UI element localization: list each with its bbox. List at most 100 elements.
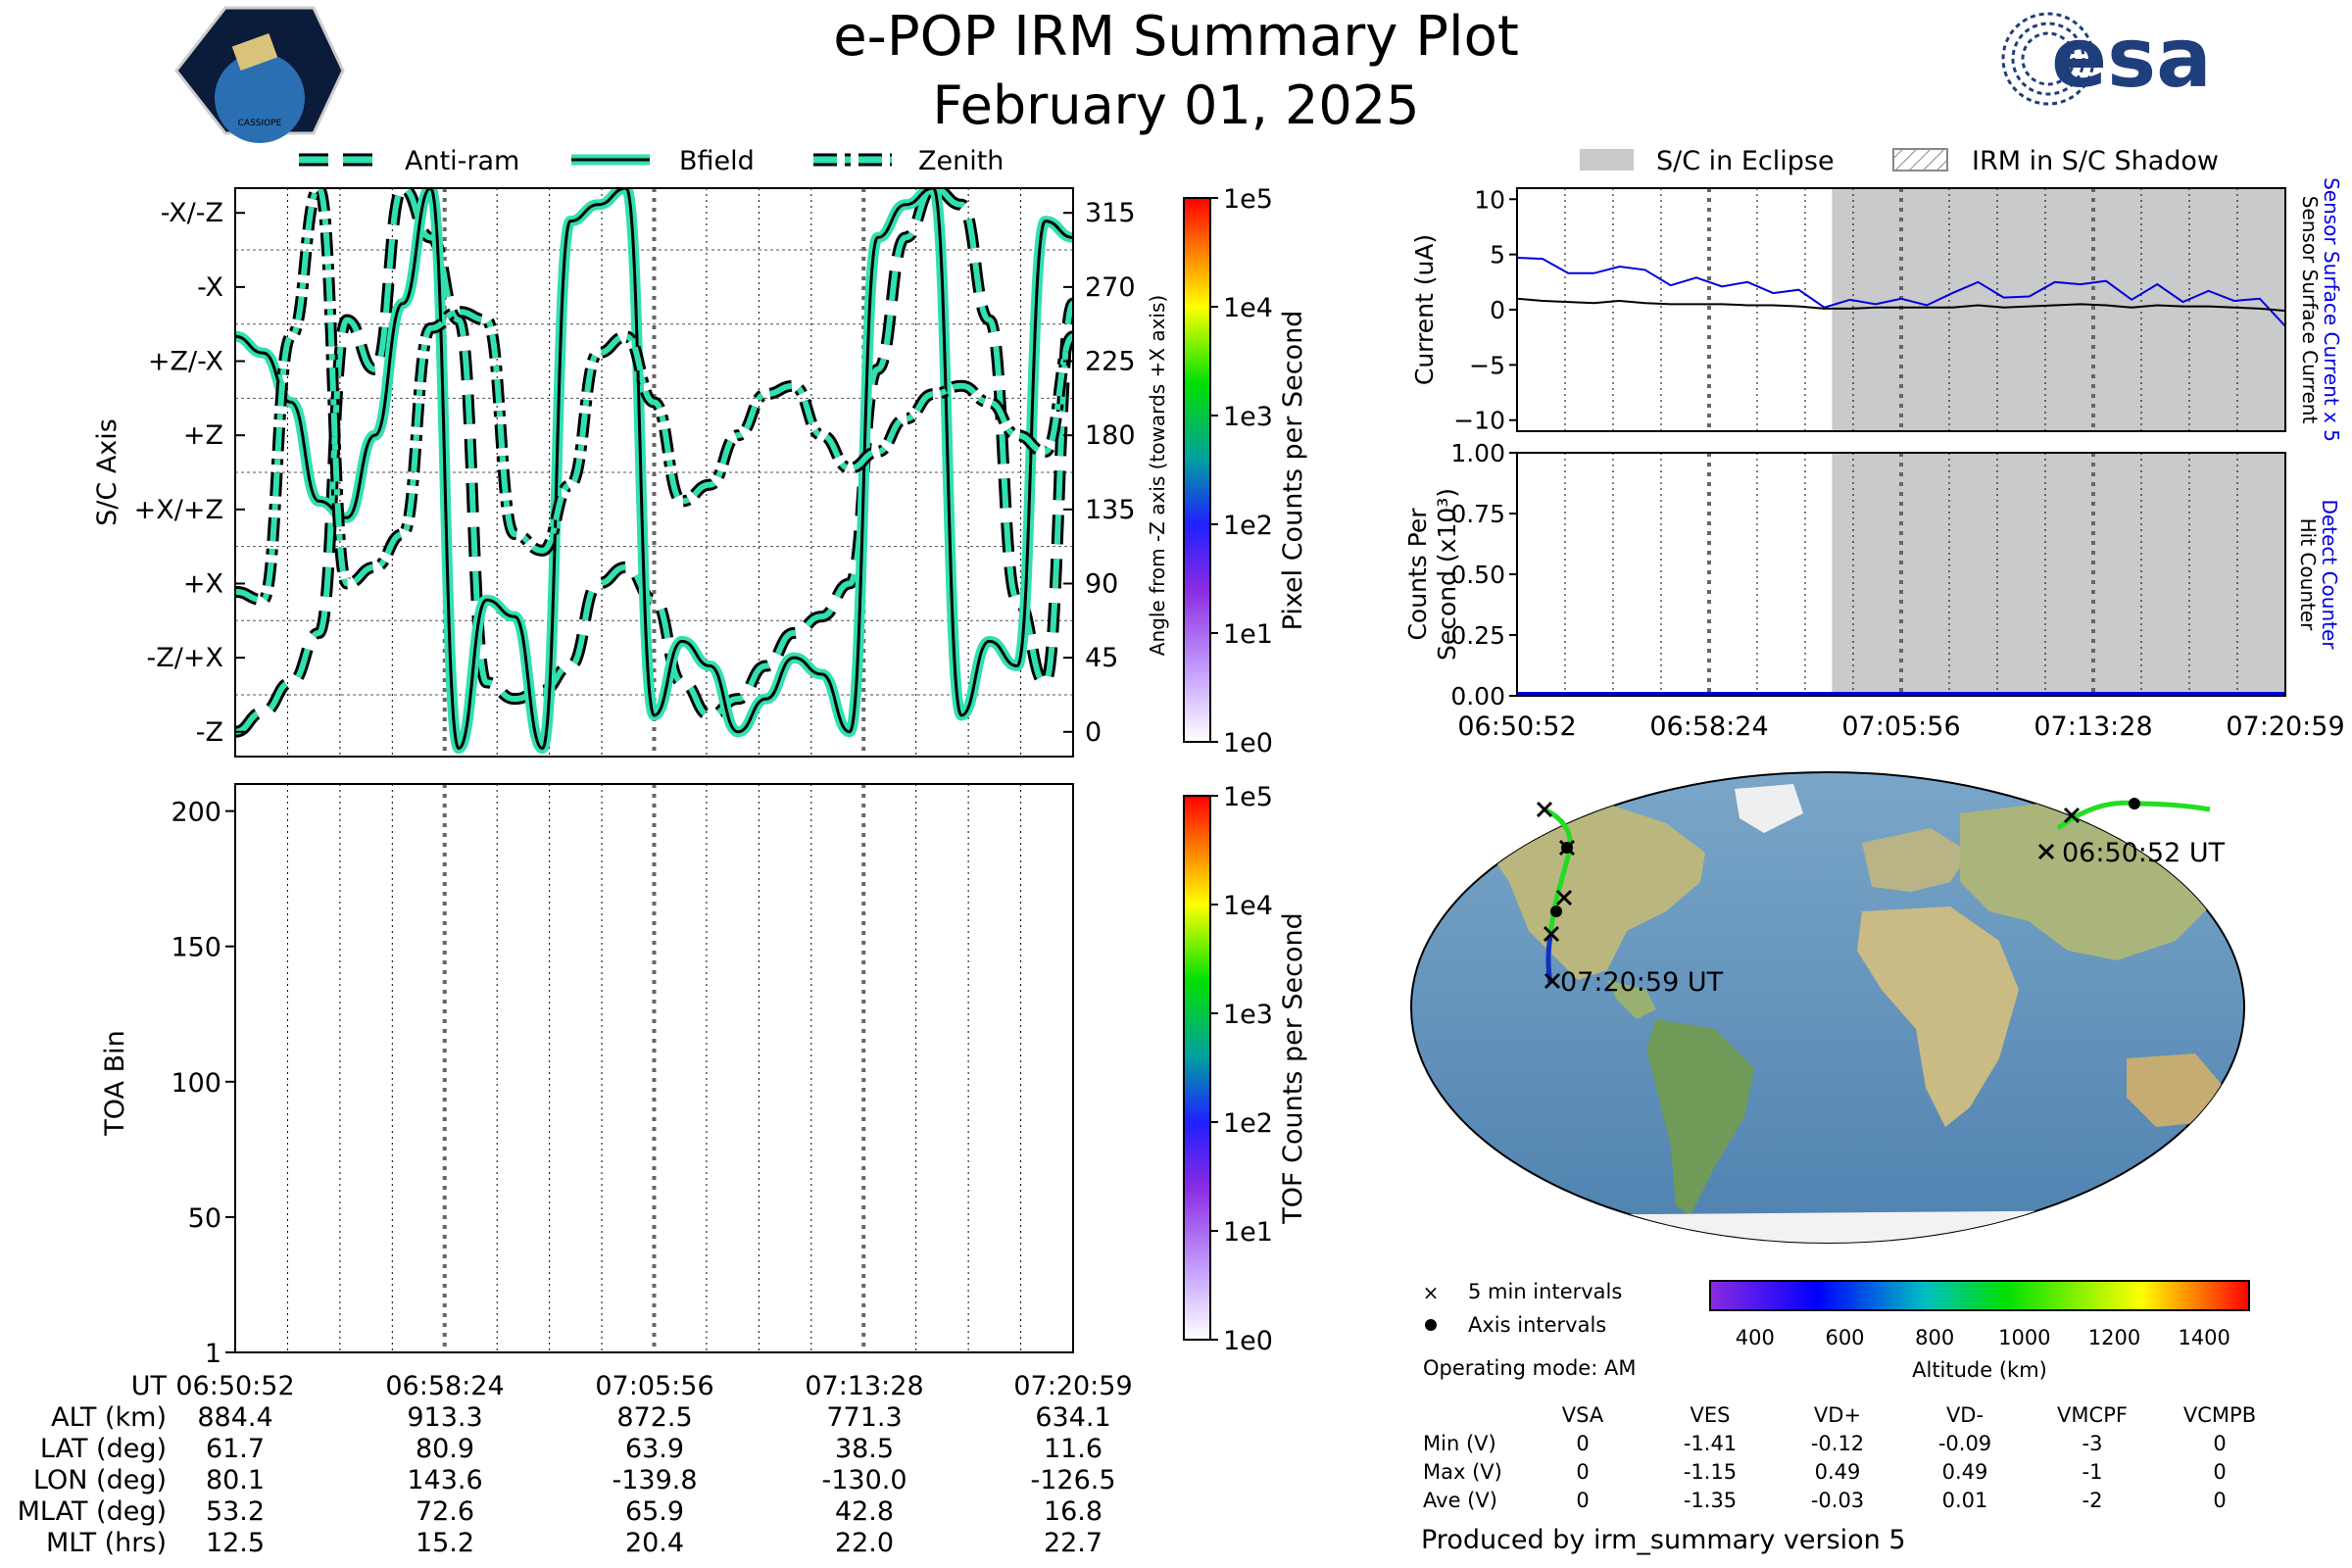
- pixel-colorbar-label: Pixel Counts per Second: [1278, 311, 1308, 631]
- counts-right-label-blue: Detect Counter: [2318, 500, 2341, 651]
- esa-logo-text: esa: [2051, 10, 2212, 106]
- attitude-y2tick-label: 315: [1085, 198, 1136, 228]
- attitude-ylabel: S/C Axis: [92, 418, 122, 526]
- attitude-ytick-label: +X/+Z: [134, 495, 223, 525]
- voltage-cell: 0: [2213, 1489, 2226, 1512]
- voltage-row-label: Ave (V): [1423, 1489, 1497, 1512]
- page-title: e-POP IRM Summary Plot: [833, 5, 1519, 69]
- counts-right-label-black: Hit Counter: [2296, 518, 2320, 631]
- ephemeris-cell: 07:20:59: [1013, 1371, 1132, 1401]
- ephemeris-row-label: MLT (hrs): [46, 1528, 167, 1558]
- attitude-ytick-label: +Z: [183, 420, 223, 451]
- voltage-header: VSA: [1562, 1403, 1604, 1427]
- pixel-colorbar: 1e0 1e1 1e2 1e3 1e4 1e5 Pixel Counts per Seco…: [1183, 184, 1308, 759]
- altitude-tick-label: 1000: [1998, 1326, 2050, 1349]
- attitude-y2tick-label: 0: [1085, 717, 1102, 748]
- voltage-row-label: Min (V): [1423, 1432, 1496, 1455]
- legend-eclipse-label: S/C in Eclipse: [1656, 146, 1835, 176]
- ephemeris-cell: 06:50:52: [175, 1371, 294, 1401]
- voltage-cell: -2: [2082, 1489, 2103, 1512]
- colorbar-tick-label: 1e2: [1223, 511, 1273, 541]
- ephemeris-cell: 07:05:56: [595, 1371, 713, 1401]
- voltage-cell: -0.09: [1938, 1432, 1991, 1455]
- current-ytick-label: 10: [1474, 185, 1505, 214]
- counts-ylabel-1: Counts Per: [1403, 508, 1432, 641]
- legend-5min: 5 min intervals: [1468, 1280, 1622, 1303]
- current-ytick-label: 5: [1490, 241, 1505, 270]
- altitude-colorbar-label: Altitude (km): [1912, 1358, 2047, 1382]
- ephemeris-cell: 63.9: [625, 1434, 684, 1464]
- ephemeris-cell: 771.3: [826, 1402, 902, 1433]
- current-ytick-label: −10: [1453, 407, 1505, 435]
- ephemeris-cell: 913.3: [407, 1402, 482, 1433]
- voltage-cell: 0: [1576, 1489, 1589, 1512]
- ephemeris-cell: -130.0: [821, 1465, 906, 1495]
- ephemeris-row-label: UT: [131, 1371, 168, 1401]
- counts-ytick-label: 1.00: [1450, 439, 1505, 467]
- toa-ytick-label: 200: [171, 798, 221, 828]
- colorbar-tick-label: 1e5: [1223, 782, 1273, 812]
- map-legend: × 5 min intervals Axis intervals Operati…: [1423, 1280, 1637, 1380]
- attitude-y2tick-label: 90: [1085, 568, 1118, 599]
- counts-xtick-label: 06:50:52: [1457, 711, 1576, 742]
- svg-text:×: ×: [1423, 1281, 1440, 1304]
- attitude-ytick-label: -X/-Z: [161, 198, 223, 228]
- legend-shadow-label: IRM in S/C Shadow: [1972, 146, 2219, 176]
- current-series-line: [1516, 257, 2286, 327]
- voltage-header: VD-: [1946, 1403, 1984, 1427]
- attitude-ytick-label: -X: [197, 272, 223, 303]
- altitude-tick-label: 1400: [2178, 1326, 2230, 1349]
- legend-axis-intervals: Axis intervals: [1468, 1313, 1606, 1337]
- voltage-cell: 0.01: [1942, 1489, 1988, 1512]
- voltage-cell: 0.49: [1942, 1460, 1988, 1484]
- ephemeris-cell: 53.2: [206, 1496, 265, 1527]
- ephemeris-row-label: LAT (deg): [40, 1434, 167, 1464]
- voltage-cell: -1: [2082, 1460, 2103, 1484]
- voltage-header: VES: [1690, 1403, 1731, 1427]
- current-panel: 10 5 0 −5 −10 Current (uA) Sensor Surface Cu…: [1410, 177, 2343, 442]
- map-start-label: 06:50:52 UT: [2062, 838, 2226, 868]
- footer-text: Produced by irm_summary version 5: [1421, 1525, 1906, 1555]
- counts-ytick-label: 0.25: [1450, 621, 1505, 650]
- ephemeris-cell: 20.4: [625, 1528, 684, 1558]
- toa-ytick-label: 100: [171, 1068, 221, 1099]
- legend-anti-ram: Anti-ram: [405, 146, 519, 176]
- voltage-cell: -1.35: [1684, 1489, 1737, 1512]
- ephemeris-cell: 16.8: [1044, 1496, 1102, 1527]
- ephemeris-cell: 65.9: [625, 1496, 684, 1527]
- toa-ytick-label: 150: [171, 933, 221, 963]
- ephemeris-cell: 42.8: [835, 1496, 894, 1527]
- ephemeris-cell: 80.9: [416, 1434, 474, 1464]
- esa-logo: esa: [2001, 10, 2212, 106]
- attitude-series-zenith: [235, 188, 1073, 607]
- colorbar-tick-label: 1e0: [1223, 1326, 1273, 1356]
- counts-xtick-label: 07:20:59: [2226, 711, 2344, 742]
- colorbar-tick-label: 1e5: [1223, 184, 1273, 215]
- ephemeris-table: UT 06:50:52 06:58:24 07:05:56 07:13:28 07:20:…: [18, 1371, 1133, 1558]
- altitude-tick-label: 600: [1825, 1326, 1864, 1349]
- ephemeris-cell: 22.0: [835, 1528, 894, 1558]
- ground-track-map: 06:50:52 UT 07:20:59 UT: [1410, 771, 2245, 1244]
- attitude-y2tick-label: 135: [1085, 495, 1136, 525]
- ephemeris-row-label: LON (deg): [33, 1465, 167, 1495]
- voltage-cell: 0: [2213, 1432, 2226, 1455]
- voltage-header: VCMPB: [2183, 1403, 2256, 1427]
- voltage-cell: -0.03: [1811, 1489, 1864, 1512]
- counts-panel: 0.00 0.25 0.50 0.75 1.00 06:50:52 06:58:24 07:…: [1403, 439, 2345, 742]
- legend-zenith: Zenith: [918, 146, 1004, 176]
- counts-ytick-label: 0.00: [1450, 682, 1505, 710]
- voltage-table: VSA VES VD+ VD- VMCPF VCMPB Min (V) 0 -1.41 -0.12…: [1423, 1403, 2256, 1512]
- attitude-panel: -Z 0 -Z/+X 45 +X 90 +X/+Z 135 +Z 180 +Z/-X 225 -X 270…: [92, 187, 1169, 758]
- voltage-cell: 0: [2213, 1460, 2226, 1484]
- altitude-tick-label: 400: [1736, 1326, 1775, 1349]
- voltage-cell: 0.49: [1815, 1460, 1861, 1484]
- ephemeris-cell: 80.1: [206, 1465, 265, 1495]
- attitude-ytick-label: +X: [183, 568, 223, 599]
- current-right-label-blue: Sensor Surface Current x 5: [2320, 177, 2343, 442]
- ephemeris-cell: 143.6: [407, 1465, 482, 1495]
- voltage-cell: -1.15: [1684, 1460, 1737, 1484]
- attitude-y2tick-label: 180: [1085, 420, 1136, 451]
- voltage-cell: -3: [2082, 1432, 2103, 1455]
